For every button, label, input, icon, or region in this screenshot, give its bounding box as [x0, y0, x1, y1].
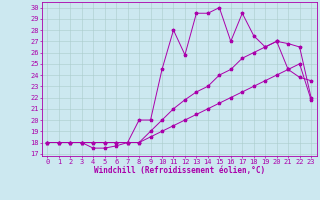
X-axis label: Windchill (Refroidissement éolien,°C): Windchill (Refroidissement éolien,°C): [94, 166, 265, 175]
